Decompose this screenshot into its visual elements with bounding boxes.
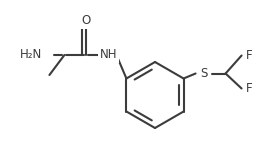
Text: H₂N: H₂N xyxy=(20,48,42,62)
Text: F: F xyxy=(246,82,252,95)
Text: NH: NH xyxy=(100,48,117,62)
Text: O: O xyxy=(82,15,91,27)
Text: F: F xyxy=(246,49,252,62)
Text: S: S xyxy=(200,67,207,80)
